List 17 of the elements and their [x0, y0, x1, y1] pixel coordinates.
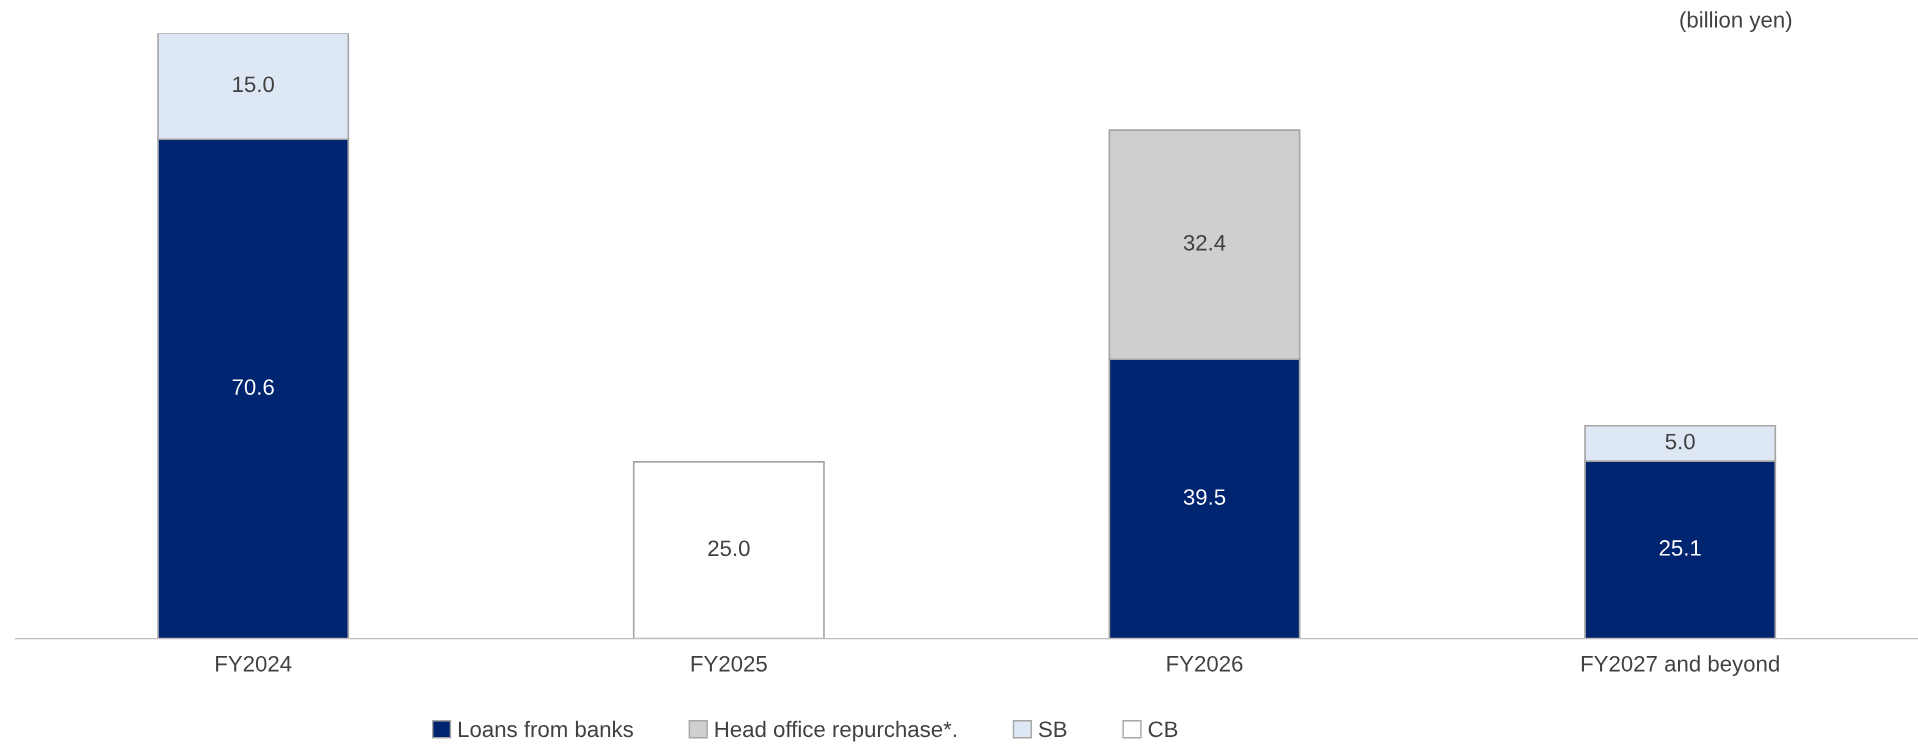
legend-label: SB — [1038, 721, 1067, 738]
x-tick-label: FY2027 and beyond — [1581, 655, 1779, 677]
x-tick-label: FY2026 — [1167, 655, 1243, 672]
legend-label: Head office repurchase*. — [715, 720, 956, 742]
data-label: 70.6 — [232, 379, 274, 395]
data-label: 32.4 — [1183, 234, 1226, 251]
legend-label: Loans from banks — [458, 720, 633, 738]
x-tick-label: FY2025 — [691, 655, 767, 672]
data-label: 5.0 — [1665, 433, 1695, 450]
data-label: 25.1 — [1659, 540, 1701, 556]
data-label: 39.5 — [1183, 489, 1226, 505]
x-tick-label: FY2024 — [216, 655, 292, 672]
data-label: 15.0 — [233, 76, 274, 93]
data-label: 25.0 — [708, 540, 750, 557]
text: (billion yen) — [1680, 11, 1792, 33]
legend-label: CB — [1148, 721, 1178, 738]
bar — [632, 460, 825, 639]
